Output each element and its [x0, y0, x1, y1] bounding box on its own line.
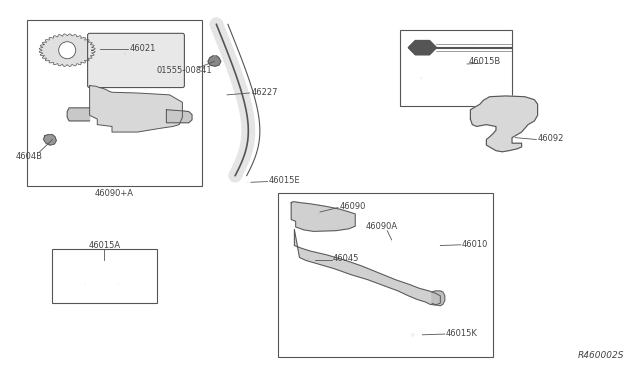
Text: 4604B: 4604B — [15, 152, 42, 161]
Polygon shape — [470, 96, 538, 152]
Polygon shape — [44, 135, 56, 145]
Text: R460002S: R460002S — [577, 351, 624, 360]
Text: 46090: 46090 — [339, 202, 365, 211]
Text: 46010: 46010 — [462, 240, 488, 248]
Text: 46015A: 46015A — [88, 241, 120, 250]
Polygon shape — [166, 110, 192, 123]
Polygon shape — [90, 86, 182, 132]
Bar — [278, 193, 493, 357]
Text: 46015E: 46015E — [269, 176, 300, 185]
Polygon shape — [67, 108, 90, 121]
Text: 46090+A: 46090+A — [95, 189, 133, 198]
Text: 46015K: 46015K — [446, 329, 478, 338]
Text: 46015B: 46015B — [468, 57, 500, 66]
Text: 46092: 46092 — [538, 134, 564, 143]
Text: 46045: 46045 — [333, 254, 359, 263]
FancyBboxPatch shape — [88, 33, 184, 87]
Bar — [27, 20, 202, 186]
Polygon shape — [39, 34, 95, 67]
Polygon shape — [294, 230, 440, 305]
Text: 01555-00841: 01555-00841 — [157, 66, 212, 75]
Text: 46227: 46227 — [252, 88, 278, 97]
Bar — [52, 249, 157, 303]
Text: 46090A: 46090A — [366, 222, 398, 231]
Circle shape — [59, 42, 76, 59]
Polygon shape — [432, 291, 445, 306]
Text: 46021: 46021 — [129, 44, 156, 53]
Bar — [400, 30, 512, 106]
Polygon shape — [291, 202, 355, 231]
Polygon shape — [408, 41, 436, 55]
Polygon shape — [208, 56, 221, 66]
